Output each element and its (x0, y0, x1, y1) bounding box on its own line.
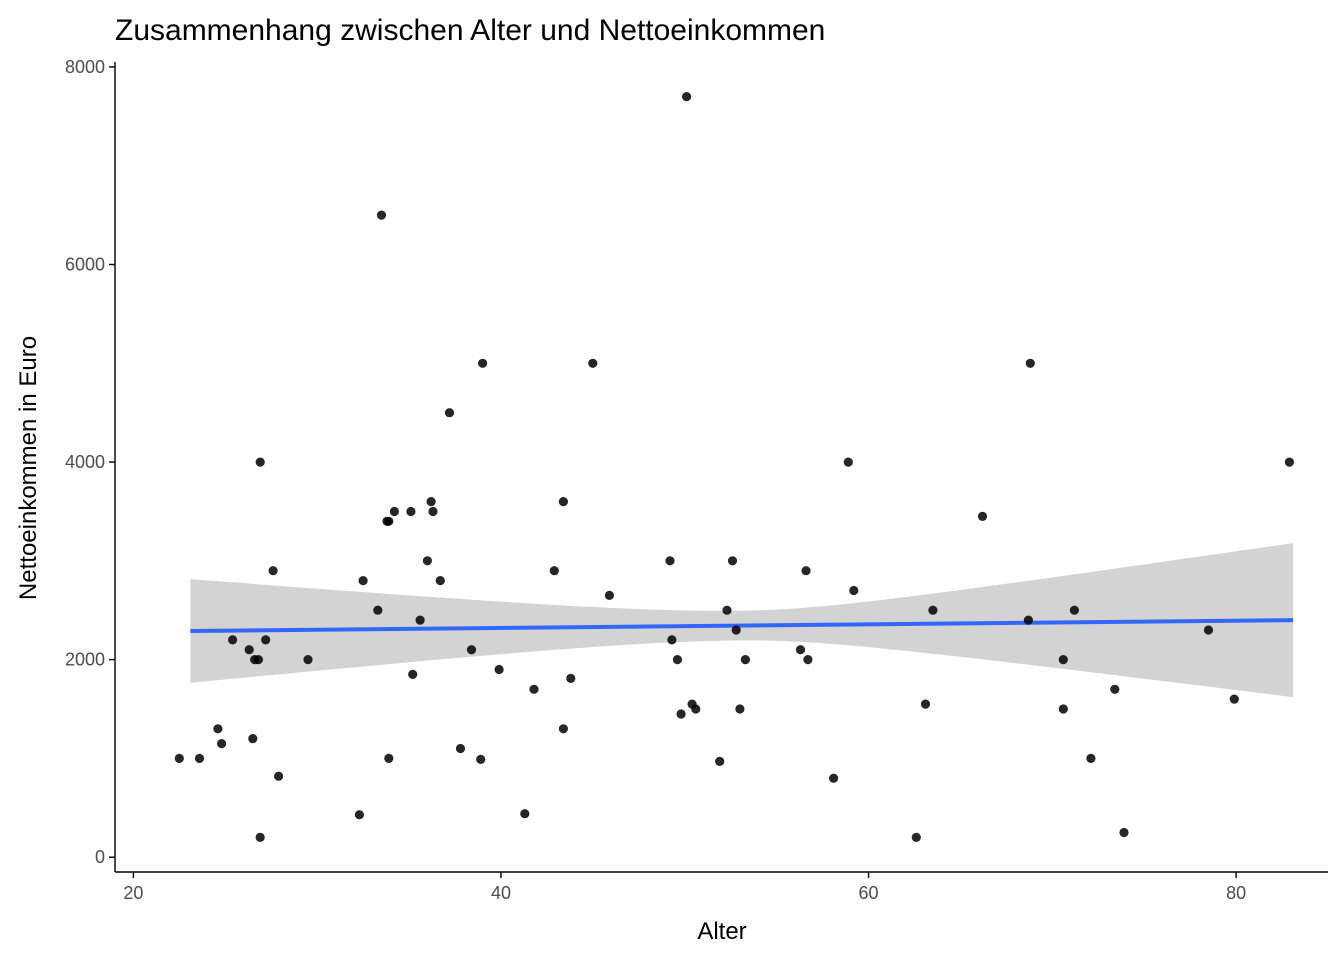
x-tick-label: 20 (123, 883, 143, 903)
data-point (406, 506, 416, 517)
data-point (415, 615, 425, 625)
data-point (588, 358, 598, 368)
data-point (715, 756, 725, 767)
data-point (731, 625, 741, 635)
confidence-band-layer (190, 543, 1294, 698)
y-tick-label: 2000 (65, 650, 105, 670)
data-point (255, 457, 265, 467)
data-point (376, 210, 387, 220)
data-point (228, 635, 238, 645)
data-point (676, 709, 686, 719)
data-point (667, 635, 677, 645)
data-point (672, 655, 683, 665)
data-point (274, 771, 284, 781)
x-ticks: 20 40 60 80 (123, 872, 1246, 903)
data-point (1069, 605, 1079, 615)
data-point (384, 753, 394, 764)
data-point (248, 734, 258, 744)
y-tick-label: 8000 (65, 57, 105, 77)
data-point (244, 645, 254, 655)
data-point (373, 605, 383, 615)
data-point (303, 655, 313, 665)
data-point (426, 497, 436, 507)
data-point (194, 753, 205, 764)
data-point (358, 576, 368, 586)
data-point (829, 773, 839, 783)
data-point (520, 809, 530, 819)
x-axis-title: Alter (697, 918, 746, 945)
data-point (911, 832, 921, 843)
data-point (478, 358, 488, 368)
data-point (1058, 655, 1068, 665)
y-axis-title: Nettoeinkommen in Euro (15, 336, 42, 600)
data-point (435, 576, 445, 586)
data-point (803, 655, 813, 665)
data-point (795, 645, 806, 655)
data-point (722, 605, 732, 615)
data-point (408, 669, 418, 680)
data-point (174, 753, 184, 764)
data-point (920, 699, 931, 709)
chart-title: Zusammenhang zwischen Alter und Nettoein… (115, 14, 825, 47)
data-point (389, 506, 399, 517)
data-point (928, 605, 938, 615)
y-tick-label: 4000 (65, 452, 105, 472)
data-point (444, 408, 455, 418)
data-point (1086, 753, 1096, 764)
data-point (977, 511, 988, 521)
y-tick-label: 0 (95, 847, 105, 867)
data-point (691, 704, 701, 714)
data-point (422, 556, 432, 566)
data-point (268, 566, 278, 576)
data-point (665, 556, 675, 566)
data-point (354, 810, 364, 820)
data-point (476, 754, 486, 765)
data-point (1023, 615, 1033, 625)
data-point (740, 655, 751, 665)
data-point (1025, 358, 1035, 368)
data-point (1058, 704, 1068, 714)
data-point (428, 506, 438, 517)
confidence-band (190, 543, 1294, 698)
data-point (727, 556, 738, 566)
data-point (801, 566, 811, 576)
regression-line-layer (190, 618, 1294, 633)
data-point (549, 566, 559, 576)
data-point (849, 585, 859, 596)
data-point (466, 645, 477, 655)
data-point (529, 684, 539, 694)
x-tick-label: 80 (1226, 883, 1246, 903)
data-point (558, 497, 569, 507)
y-ticks: 0 2000 4000 6000 8000 (65, 57, 115, 867)
data-point (1203, 625, 1214, 635)
data-point (1229, 694, 1239, 704)
data-point (217, 739, 227, 749)
data-point (558, 724, 569, 734)
data-point (1284, 457, 1294, 467)
y-tick-label: 6000 (65, 255, 105, 275)
data-point (213, 724, 223, 734)
data-point (494, 664, 504, 675)
data-point (566, 673, 576, 684)
x-tick-label: 60 (859, 883, 879, 903)
data-point (455, 743, 466, 754)
data-point (261, 635, 271, 645)
data-point (1110, 684, 1120, 694)
data-points-layer (174, 92, 1294, 843)
data-point (604, 590, 615, 601)
data-point (255, 832, 265, 843)
data-point (843, 457, 853, 467)
data-point (1119, 827, 1129, 838)
data-point (735, 704, 745, 714)
data-point (384, 516, 394, 526)
data-point (253, 655, 263, 665)
data-point (682, 92, 692, 102)
regression-line (190, 618, 1294, 633)
x-tick-label: 40 (491, 883, 511, 903)
